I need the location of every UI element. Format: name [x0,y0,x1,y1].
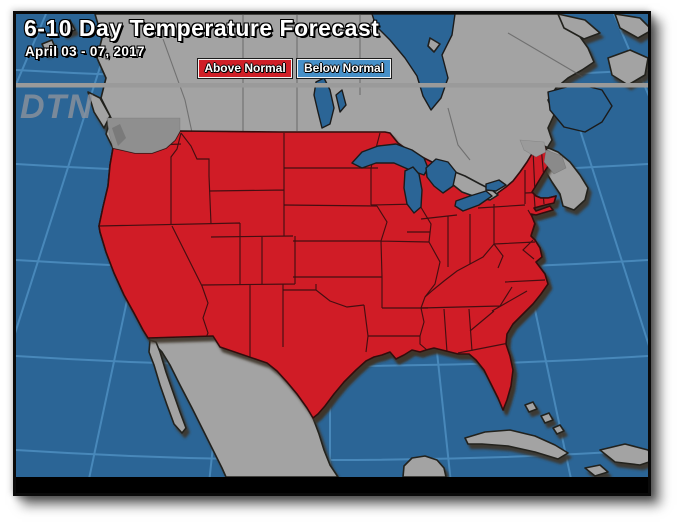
legend-below-normal: Below Normal [297,59,391,78]
dtn-logo: DTN [20,88,93,126]
forecast-date-range: April 03 - 07, 2017 [25,44,145,59]
bahamas-islet [524,401,538,413]
latitude-band [16,83,648,88]
hudson-bay-island [427,37,441,53]
vancouver-island [87,91,111,129]
northern-maine-unshaded-area [519,139,547,158]
lake-manitoba [335,89,347,113]
lake-winnipeg [313,77,335,129]
bahamas-islet [552,424,565,435]
legend: Above Normal Below Normal [198,59,391,78]
jamaica-island [584,464,609,477]
north-america-map [16,14,648,493]
footer-bar [16,477,648,493]
great-lakes [351,143,507,214]
bahamas-islet [540,412,554,424]
baja-california [148,339,187,434]
newfoundland-island [607,49,648,86]
legend-above-normal: Above Normal [198,59,292,78]
new-brunswick-shading [543,149,567,175]
lake-huron [425,158,457,194]
yucatan-peninsula [402,455,447,478]
page-title: 6-10 Day Temperature Forecast [24,15,380,41]
washington-unshaded-area [106,117,181,154]
lake-ontario [485,179,507,192]
arctic-island [614,14,648,39]
lake-erie [454,190,493,212]
puget-sound-shading [112,124,126,146]
cuba-island [464,429,569,460]
arctic-island [557,14,601,40]
lake-michigan [403,166,423,214]
forecast-map-frame: 6-10 Day Temperature Forecast April 03 -… [13,11,651,496]
coastal-islet [59,19,76,35]
hispaniola-island [599,443,648,466]
coastal-islet [41,39,57,54]
